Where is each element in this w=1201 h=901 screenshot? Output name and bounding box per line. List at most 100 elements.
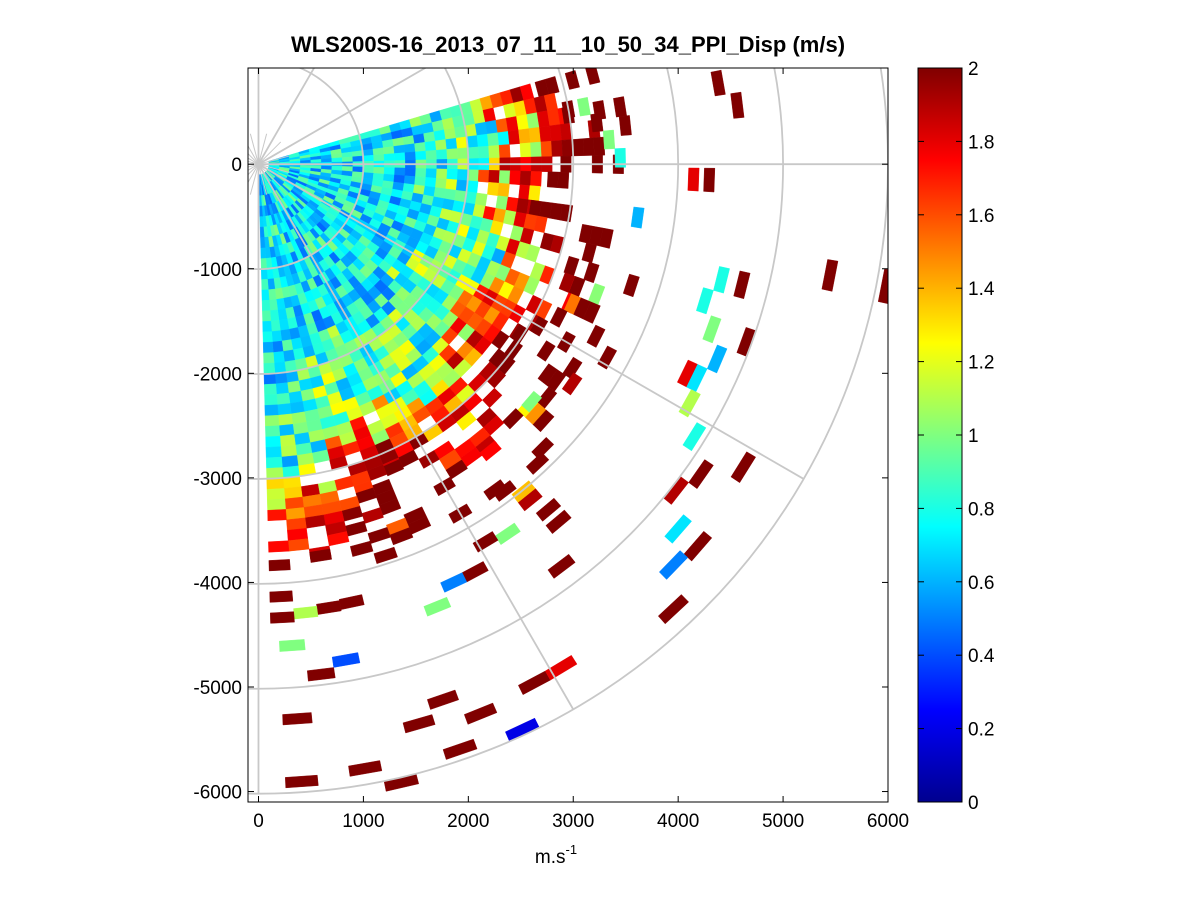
data-cell: [713, 266, 730, 294]
radial-line: [258, 163, 805, 480]
data-cell: [599, 227, 614, 249]
data-cell: [265, 446, 282, 459]
data-cell: [331, 652, 361, 668]
data-cell: [263, 373, 276, 385]
y-tick-label: 0: [231, 155, 242, 176]
x-tick-label: 3000: [552, 811, 594, 832]
data-cell: [424, 177, 437, 188]
colorbar-tick-label: 0: [968, 793, 979, 814]
data-cell: [307, 667, 336, 682]
data-cell: [350, 540, 374, 557]
colorbar-ticks: 0 0.2 0.4 0.6 0.8 1 1.2 1.4 1.6 1.8 2: [918, 59, 995, 814]
colorbar-tick-label: 0.2: [968, 720, 994, 741]
data-cell: [341, 156, 354, 163]
data-cell: [572, 138, 585, 157]
data-cell: [523, 276, 540, 296]
data-cell: [265, 435, 281, 448]
y-axis: 0 -1000 -2000 -3000 -4000 -5000 -6000: [193, 155, 888, 804]
data-cell: [383, 167, 396, 176]
data-cell: [262, 310, 272, 322]
data-cell: [540, 140, 553, 157]
colorbar-tick-label: 2: [968, 59, 979, 80]
radial-line: [258, 68, 427, 165]
data-cell: [348, 760, 383, 777]
data-cell: [530, 141, 542, 158]
data-cell: [482, 387, 503, 409]
data-cell: [266, 477, 285, 490]
data-cell: [261, 279, 269, 291]
data-cell: [546, 171, 559, 188]
data-cell: [403, 175, 416, 185]
radial-line: [258, 163, 275, 192]
data-cell: [373, 154, 385, 162]
data-cell: [507, 129, 521, 145]
data-cell: [260, 258, 267, 270]
data-cell: [517, 488, 543, 512]
radial-line: [249, 133, 259, 165]
data-cell: [280, 329, 292, 342]
data-cell: [547, 553, 576, 579]
data-cell: [261, 299, 271, 312]
data-cell: [614, 147, 626, 168]
data-cell: [445, 459, 468, 480]
data-cell: [476, 133, 489, 148]
data-cell: [497, 182, 510, 198]
data-cell: [263, 362, 276, 375]
colorbar-tick-label: 0.4: [968, 646, 995, 667]
data-cell: [519, 142, 532, 158]
data-cell: [265, 456, 283, 469]
data-cell: [287, 538, 310, 552]
data-cell: [535, 497, 562, 522]
data-cell: [519, 170, 532, 186]
data-cell: [528, 185, 541, 202]
data-cell: [657, 594, 689, 625]
data-cell: [264, 415, 280, 427]
data-cell: [415, 168, 427, 178]
data-cell: [474, 121, 488, 136]
data-cell: [383, 146, 395, 155]
data-cell: [564, 70, 580, 90]
x-tick-label: 0: [253, 811, 264, 832]
data-cell: [457, 147, 469, 160]
radial-line: [248, 163, 259, 168]
data-cell: [561, 372, 583, 396]
data-cell: [687, 167, 700, 192]
data-cell: [394, 152, 406, 161]
radial-line: [258, 163, 287, 181]
data-cell: [488, 145, 500, 159]
radial-line: [257, 68, 316, 165]
data-cell: [445, 178, 458, 191]
data-cell: [423, 596, 452, 617]
data-cell: [539, 125, 552, 143]
radial-line: [248, 163, 259, 184]
radial-line: [248, 160, 259, 165]
data-cell: [262, 331, 273, 343]
data-cell: [702, 315, 722, 344]
x-axis: 0 1000 2000 3000 4000 5000 6000: [253, 68, 909, 832]
data-cell: [413, 133, 426, 144]
data-cell: [467, 146, 479, 159]
data-cell: [272, 340, 284, 353]
radial-line: [248, 152, 259, 165]
data-cell: [706, 344, 728, 374]
data-cell: [283, 486, 303, 500]
data-cell: [562, 356, 583, 380]
data-cell: [264, 404, 279, 417]
y-tick-label: -1000: [193, 260, 242, 281]
data-cell: [265, 425, 281, 438]
data-cell: [445, 137, 458, 150]
data-cell: [281, 339, 294, 352]
data-cell: [502, 408, 524, 430]
data-cell: [491, 330, 510, 350]
data-cell: [262, 320, 272, 333]
data-cell: [282, 349, 296, 363]
plot-frame: [247, 67, 889, 803]
data-cell: [456, 411, 477, 431]
data-cell: [821, 259, 839, 292]
data-cell: [267, 278, 276, 290]
data-cell: [532, 409, 555, 433]
colorbar-tick-label: 1.8: [968, 132, 994, 153]
data-cell: [487, 182, 500, 196]
data-cell: [477, 169, 490, 183]
radial-line: [248, 145, 259, 165]
